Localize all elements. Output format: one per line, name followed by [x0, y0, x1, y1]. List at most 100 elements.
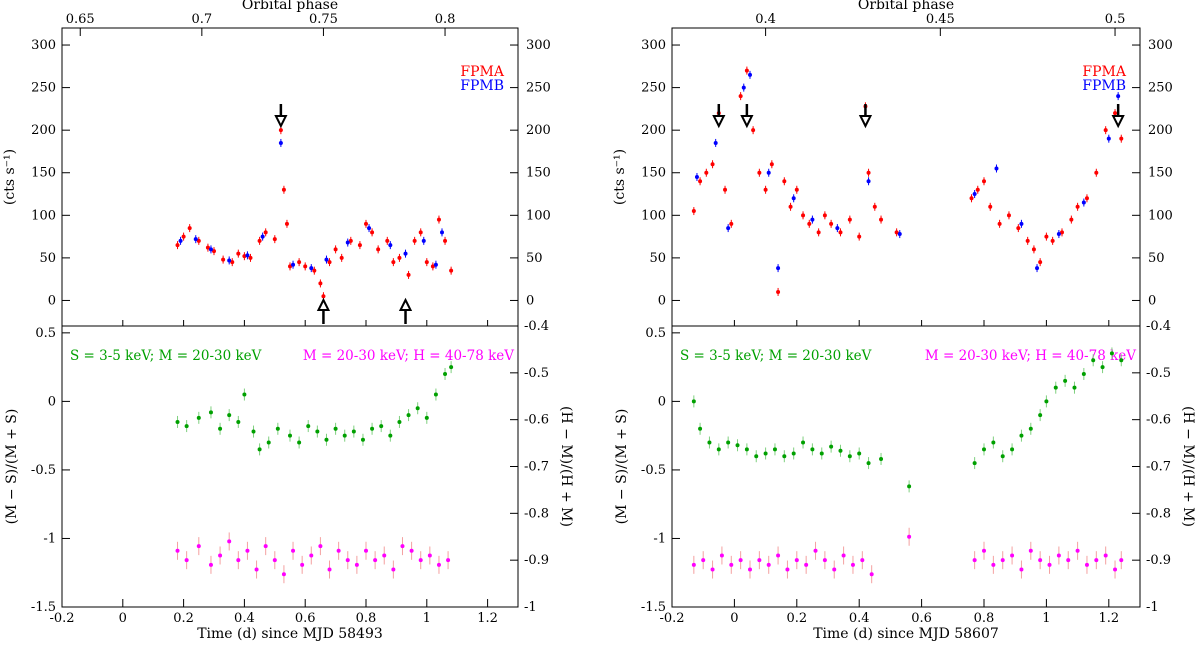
right-sm-point-7 [754, 454, 759, 459]
left-fpma-point-34 [406, 272, 411, 277]
right-sm-point-26 [1010, 447, 1015, 452]
left-fpmb-point-11 [367, 226, 372, 231]
right-hr-rtick-label-1: -0.9 [1146, 553, 1171, 568]
right-xlabel: Time (d) since MJD 58607 [813, 626, 999, 642]
right-band-label-hm: M = 20-30 keV; H = 40-78 keV [925, 348, 1136, 364]
right-hm-point-13 [813, 548, 818, 553]
left-hm-point-1 [184, 558, 189, 563]
left-sm-point-22 [379, 424, 384, 429]
right-arrow-head-0 [712, 115, 726, 129]
left-fpma-point-40 [443, 238, 448, 243]
right-fpma-point-23 [847, 217, 852, 222]
left-hm-point-28 [436, 562, 441, 567]
right-hm-point-20 [907, 534, 912, 539]
left-fpmb-point-7 [291, 262, 296, 267]
left-fpma-point-37 [424, 260, 429, 265]
right-hm-point-37 [1119, 558, 1124, 563]
left-hm-point-5 [227, 539, 232, 544]
left-phase-tick-label-0: 0.65 [66, 12, 95, 27]
right-rate-frame [671, 27, 1141, 327]
right-sm-point-2 [707, 440, 712, 445]
right-sm-point-12 [801, 440, 806, 445]
left-hr-rtick-label-1: -0.9 [524, 553, 549, 568]
right-fpma-point-5 [723, 187, 728, 192]
right-xtick-label-2: 0.2 [786, 611, 807, 626]
left-sm-point-0 [175, 419, 180, 424]
left-hm-point-9 [263, 544, 268, 549]
right-sm-point-14 [819, 451, 824, 456]
left-hr-rtick-label-4: -0.6 [524, 413, 549, 428]
left-rate-ytick-label-4: 200 [31, 123, 56, 138]
right-sm-point-22 [972, 461, 977, 466]
right-hr-rtick-label-5: -0.5 [1146, 366, 1171, 381]
right-sm-point-8 [763, 451, 768, 456]
left-rate-ytick-label-r-6: 300 [526, 38, 551, 53]
right-hm-point-2 [710, 567, 715, 572]
right-xtick-label-1: 0 [730, 611, 738, 626]
left-sm-point-3 [208, 410, 213, 415]
right-fpmb-point-5 [766, 170, 771, 175]
right-hm-point-7 [757, 558, 762, 563]
left-sm-point-23 [388, 433, 393, 438]
right-hr-rtick-label-0: -1 [1146, 600, 1159, 615]
right-hm-point-10 [785, 567, 790, 572]
left-sm-point-24 [397, 419, 402, 424]
right-rate-ytick-label-r-0: 0 [1148, 293, 1156, 308]
right-rate-ytick-label-r-3: 150 [1148, 166, 1173, 181]
left-fpma-point-19 [303, 264, 308, 269]
left-hr-ylabel-right: (H − M)/(H + M) [558, 406, 574, 527]
right-sm-point-10 [782, 454, 787, 459]
left-fpma-point-1 [181, 234, 186, 239]
right-fpmb-point-11 [897, 232, 902, 237]
left-sm-point-20 [360, 437, 365, 442]
left-fpma-point-18 [297, 260, 302, 265]
right-hm-point-34 [1094, 558, 1099, 563]
right-sm-point-34 [1081, 371, 1086, 376]
left-hm-point-18 [345, 558, 350, 563]
left-fpmb-point-16 [440, 230, 444, 235]
left-fpma-point-24 [333, 247, 338, 252]
right-fpma-point-38 [1031, 247, 1036, 252]
right-fpmb-point-0 [694, 175, 699, 179]
right-fpma-point-10 [757, 170, 762, 175]
right-hr-rtick-label-6: -0.4 [1146, 319, 1171, 334]
left-top-axis-label: Orbital phase [242, 0, 338, 13]
right-xtick-label-7: 1.2 [1098, 611, 1119, 626]
right-fpmb-point-10 [866, 179, 871, 184]
left-fpmb-point-3 [227, 258, 232, 263]
right-sm-point-15 [829, 444, 834, 449]
left-fpmb-point-0 [178, 238, 183, 243]
right-fpma-point-6 [729, 221, 734, 226]
left-hm-point-14 [309, 553, 314, 558]
right-fpma-point-26 [866, 170, 871, 175]
left-fpma-point-36 [418, 230, 423, 235]
right-fpma-point-39 [1038, 260, 1043, 265]
left-fpma-point-0 [175, 243, 180, 248]
right-hm-point-32 [1075, 548, 1080, 553]
left-hm-point-20 [364, 548, 368, 553]
left-fpma-point-14 [278, 128, 283, 133]
right-hm-point-21 [972, 558, 977, 563]
right-fpmb-point-18 [1106, 136, 1111, 141]
left-fpma-point-12 [263, 230, 268, 235]
right-fpma-point-49 [1119, 136, 1124, 141]
right-fpma-point-41 [1050, 238, 1055, 243]
left-xtick-label-5: 0.8 [356, 611, 377, 626]
left-hm-point-29 [446, 558, 451, 563]
right-arrow-head-1 [740, 115, 754, 129]
right-fpma-point-8 [744, 68, 749, 73]
left-sm-point-12 [288, 433, 292, 438]
right-fpma-point-48 [1113, 111, 1118, 116]
right-sm-point-0 [691, 399, 696, 404]
right-rate-ytick-label-3: 150 [641, 166, 666, 181]
right-hm-point-24 [1000, 558, 1005, 563]
left-fpmb-point-14 [421, 238, 426, 243]
right-hm-point-28 [1038, 558, 1043, 563]
right-fpma-point-20 [822, 213, 827, 218]
right-sm-point-18 [857, 451, 862, 456]
right-fpmb-point-6 [776, 266, 781, 271]
right-fpma-point-16 [794, 187, 799, 192]
right-top-axis-label: Orbital phase [858, 0, 954, 13]
left-fpma-point-38 [430, 264, 435, 269]
right-hr-rtick-label-3: -0.7 [1146, 460, 1171, 475]
